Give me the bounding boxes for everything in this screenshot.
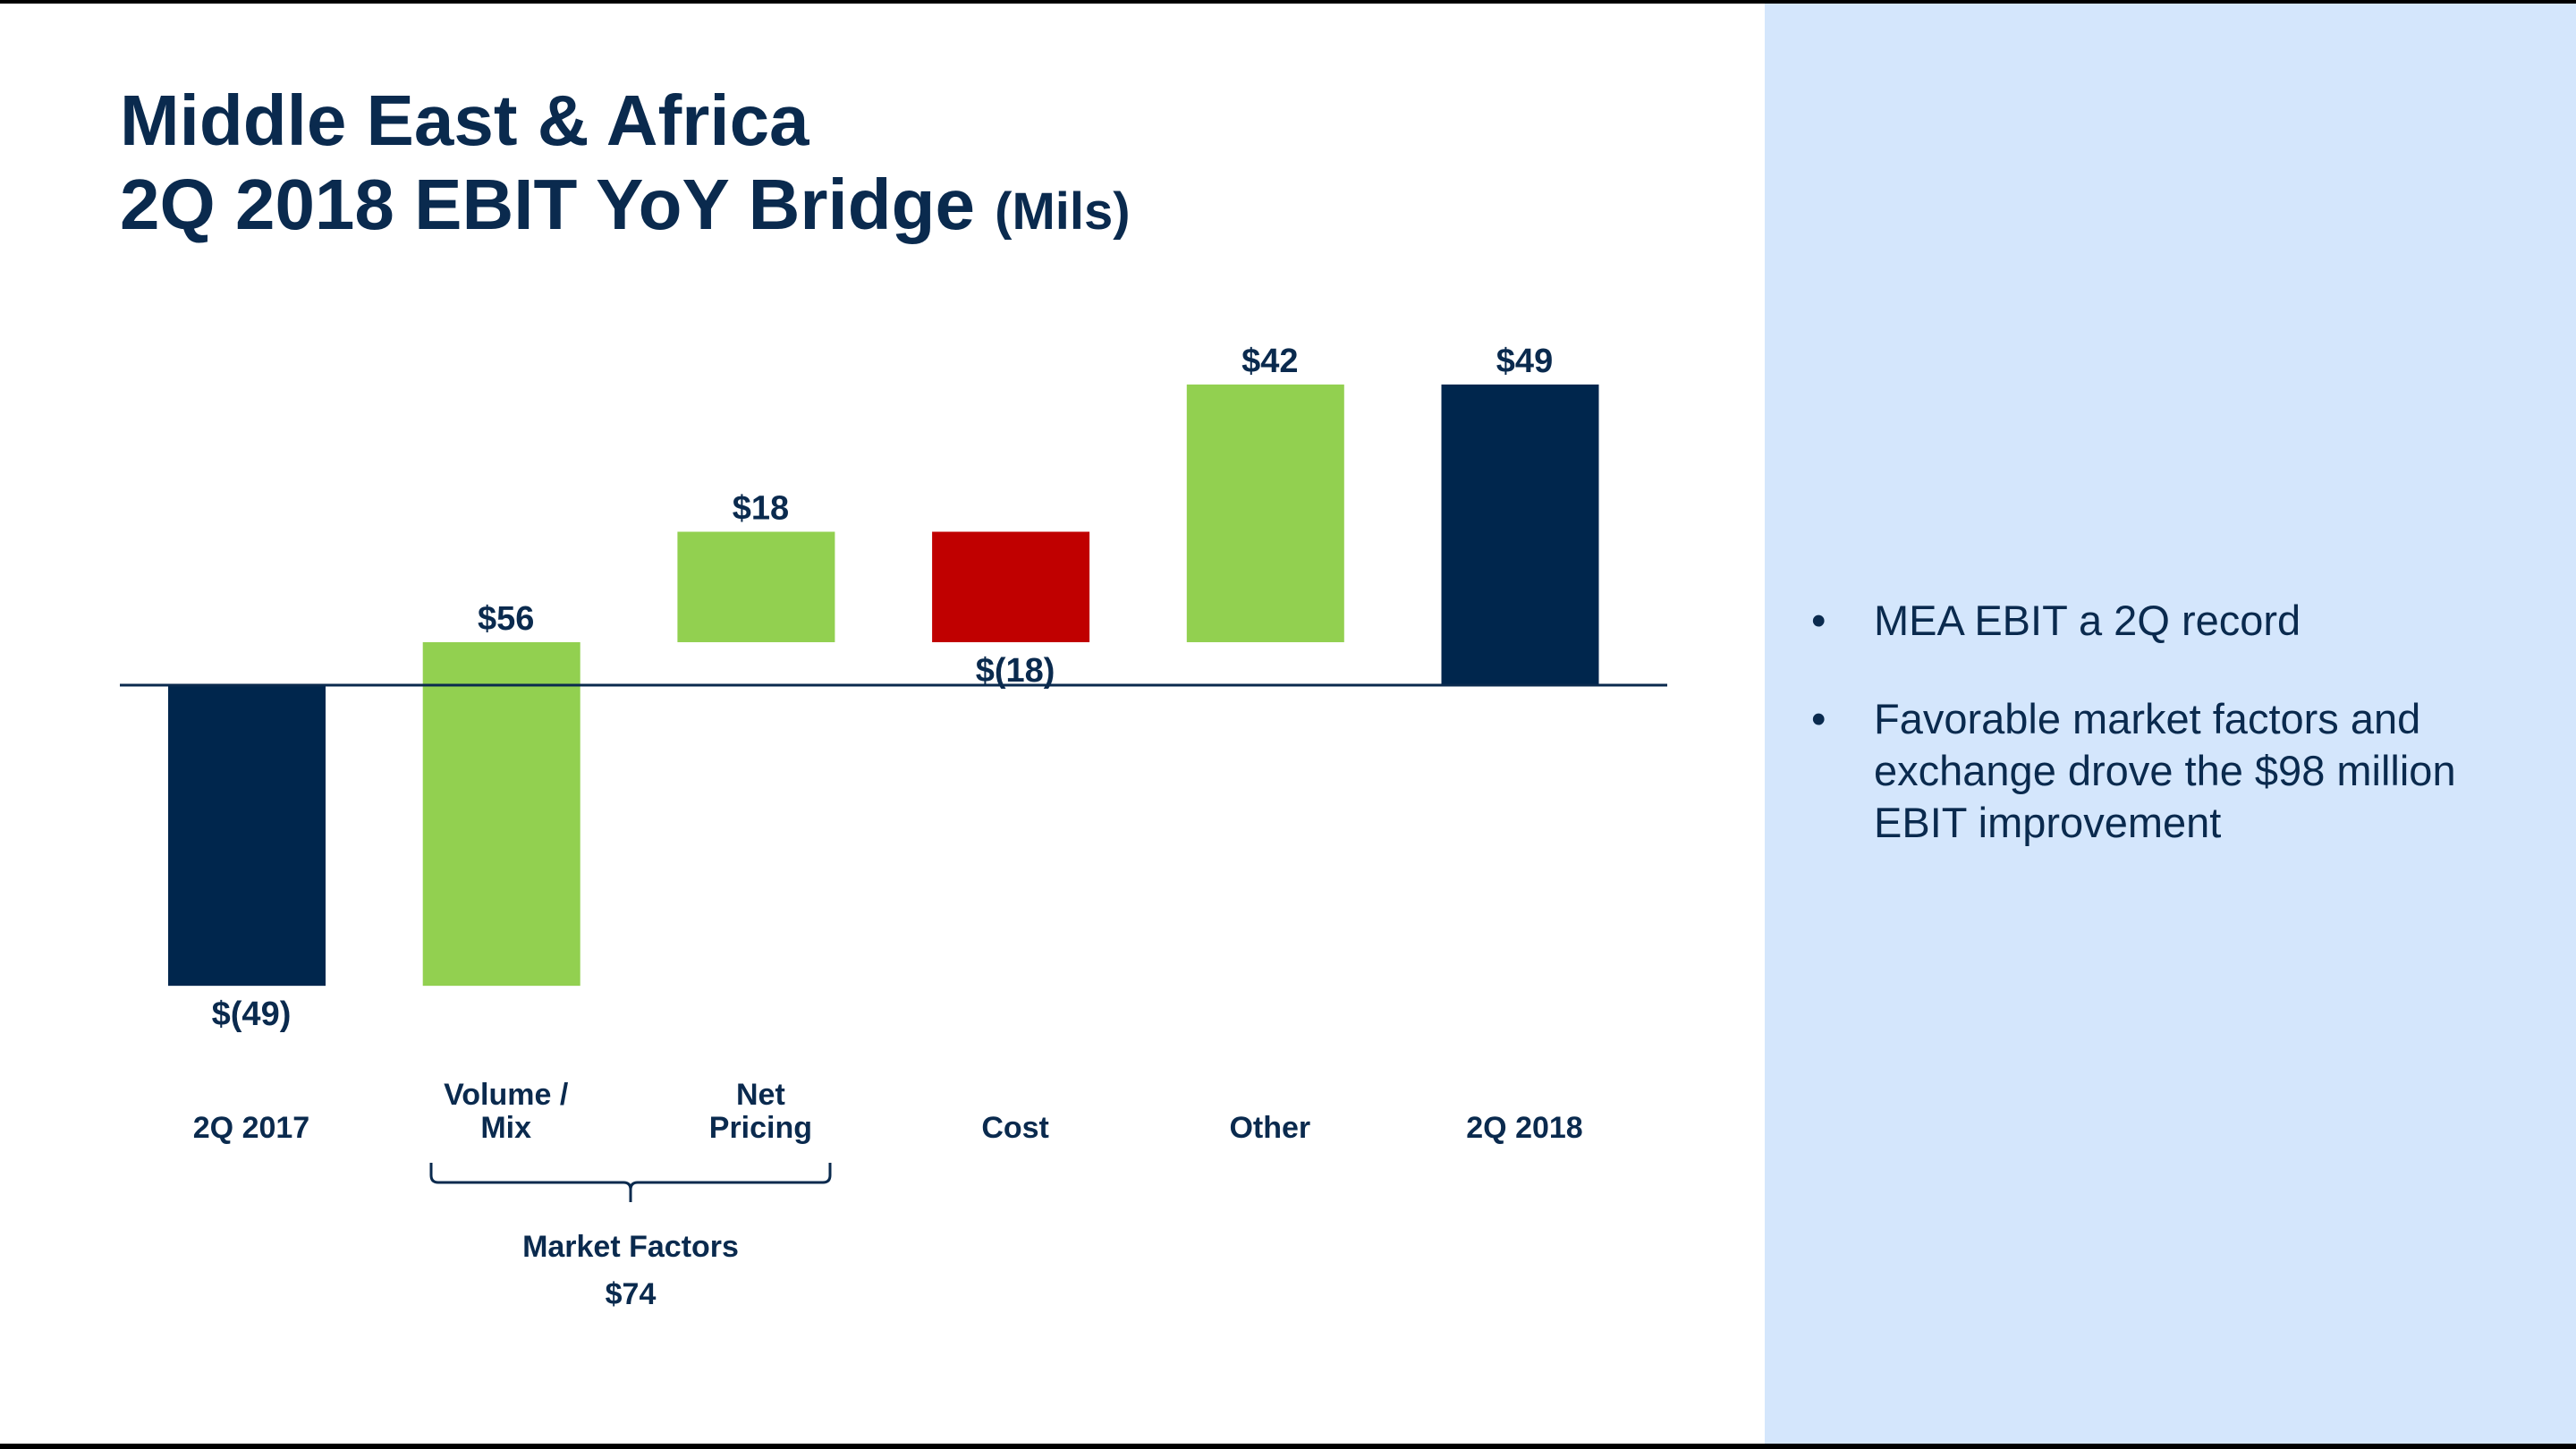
data-label: $18: [733, 490, 789, 528]
page-title: Middle East & Africa 2Q 2018 EBIT YoY Br…: [120, 79, 1131, 254]
bar-2: [677, 531, 835, 642]
title-unit: (Mils): [995, 182, 1131, 241]
bar-1: [422, 641, 580, 987]
category-label: 2Q 2018: [1466, 1111, 1582, 1145]
data-label: $(49): [212, 996, 292, 1033]
title-line-1: Middle East & Africa: [120, 80, 809, 160]
title-main: 2Q 2018 EBIT YoY Bridge: [120, 165, 975, 244]
market-factors-label: Market Factors: [522, 1230, 739, 1264]
commentary-panel: [1765, 4, 2576, 1444]
top-border: [0, 0, 2576, 4]
bar-5: [1441, 384, 1599, 685]
title-line-2: 2Q 2018 EBIT YoY Bridge (Mils): [120, 163, 1131, 254]
market-factors-brace: [429, 1163, 832, 1202]
bullet-marker: •: [1811, 597, 1826, 644]
category-label: Volume /: [444, 1078, 569, 1112]
bullet-item: • MEA EBIT a 2Q record: [1811, 595, 2545, 647]
bottom-border: [0, 1444, 2576, 1449]
data-label: $(18): [976, 652, 1055, 690]
category-label: Pricing: [709, 1111, 812, 1145]
bar-4: [1186, 384, 1344, 642]
category-label: Mix: [480, 1111, 531, 1145]
bullet-text: Favorable market factors and exchange dr…: [1874, 695, 2456, 846]
category-label: Net: [736, 1078, 785, 1112]
bar-0: [168, 685, 326, 987]
bullet-item: • Favorable market factors and exchange d…: [1811, 693, 2545, 849]
data-label: $42: [1241, 343, 1298, 380]
bullet-text: MEA EBIT a 2Q record: [1874, 597, 2301, 644]
bar-3: [932, 531, 1090, 642]
category-label: Cost: [981, 1111, 1049, 1145]
market-factors-value: $74: [606, 1277, 657, 1311]
category-label: 2Q 2017: [193, 1111, 309, 1145]
data-label: $49: [1496, 343, 1553, 380]
data-label: $56: [478, 600, 534, 638]
bullet-marker: •: [1811, 695, 1826, 742]
category-label: Other: [1229, 1111, 1310, 1145]
bullet-list: • MEA EBIT a 2Q record • Favorable market …: [1811, 595, 2545, 895]
